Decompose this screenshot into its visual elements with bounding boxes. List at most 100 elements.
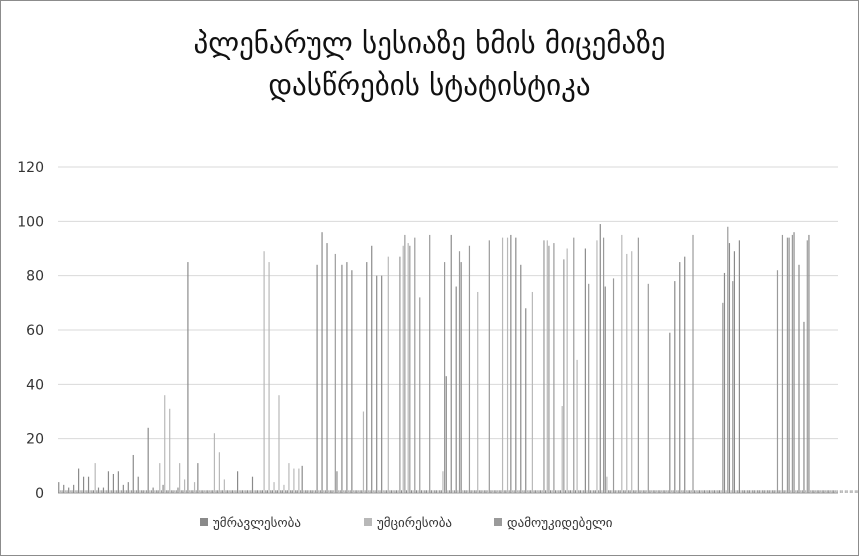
bar-series-3-cat-8 — [96, 490, 98, 493]
bar-series-3-cat-120 — [652, 490, 654, 493]
bar-series-3-cat-138 — [742, 490, 744, 493]
bar-series-1-cat-110 — [599, 224, 601, 494]
bar-series-2-cat-83 — [467, 490, 469, 493]
bar-series-2-cat-88 — [492, 490, 494, 493]
bar-series-3-cat-68 — [394, 490, 396, 493]
bar-series-2-cat-22 — [164, 395, 166, 493]
bar-series-3-cat-53 — [319, 490, 321, 493]
bar-series-3-cat-73 — [419, 297, 421, 493]
bar-series-2-cat-145 — [775, 490, 777, 493]
bar-series-3-cat-121 — [657, 490, 659, 493]
bar-series-3-cat-95 — [528, 490, 530, 493]
bar-series-2-cat-138 — [740, 490, 742, 493]
bar-series-2-cat-17 — [139, 490, 141, 493]
bar-series-1-cat-151 — [803, 321, 805, 493]
bar-series-2-cat-47 — [288, 463, 290, 493]
bar-series-1-cat-78 — [440, 490, 442, 493]
bar-series-2-cat-42 — [263, 251, 265, 493]
bar-series-2-cat-56 — [333, 490, 335, 493]
bar-series-2-cat-146 — [780, 490, 782, 493]
bar-series-1-cat-96 — [530, 490, 532, 493]
bar-series-1-cat-92 — [510, 234, 512, 494]
bar-series-1-cat-93 — [515, 237, 517, 493]
bar-series-1-cat-115 — [624, 490, 626, 493]
bar-series-1-cat-95 — [525, 308, 527, 493]
bar-series-1-cat-123 — [664, 490, 666, 493]
bar-series-1-cat-23 — [167, 490, 169, 493]
bar-series-1-cat-61 — [356, 490, 358, 493]
bar-series-3-cat-91 — [508, 490, 510, 493]
bar-series-3-cat-78 — [444, 262, 446, 493]
bar-series-3-cat-79 — [448, 490, 451, 493]
bar-series-3-cat-149 — [796, 490, 798, 493]
bar-series-2-cat-103 — [566, 248, 568, 493]
bar-series-3-cat-75 — [429, 234, 431, 494]
bar-series-3-cat-118 — [642, 490, 644, 493]
bar-series-3-cat-135 — [727, 226, 729, 493]
bar-series-3-cat-131 — [707, 490, 709, 493]
bar-series-1-cat-41 — [256, 490, 259, 493]
bar-series-1-cat-20 — [152, 487, 154, 493]
bar-series-1-cat-80 — [450, 234, 452, 494]
bar-series-1-cat-46 — [281, 490, 283, 493]
bar-series-3-cat-130 — [702, 490, 704, 493]
bar-series-2-cat-141 — [755, 490, 757, 493]
bar-series-3-cat-102 — [563, 259, 565, 493]
bar-series-1-cat-94 — [520, 264, 522, 493]
bar-series-1-cat-86 — [480, 490, 482, 493]
bar-series-1-cat-52 — [311, 490, 313, 493]
bar-series-1-cat-45 — [276, 490, 278, 493]
bar-series-1-cat-57 — [336, 471, 338, 493]
bar-series-3-cat-51 — [309, 490, 312, 493]
bar-series-3-cat-85 — [478, 490, 480, 493]
bar-series-2-cat-135 — [725, 490, 727, 493]
bar-series-2-cat-1 — [59, 490, 61, 493]
bar-series-1-cat-112 — [609, 490, 611, 493]
bar-series-2-cat-123 — [665, 490, 668, 493]
bar-series-3-cat-34 — [225, 490, 227, 493]
bar-series-2-cat-87 — [487, 490, 489, 493]
bar-series-3-cat-105 — [578, 490, 580, 493]
bar-series-1-cat-113 — [614, 490, 616, 493]
bar-series-3-cat-84 — [473, 490, 476, 493]
bar-series-1-cat-81 — [455, 286, 457, 493]
bar-series-3-cat-70 — [404, 234, 406, 494]
bar-series-1-cat-64 — [371, 245, 373, 493]
bar-series-1-cat-11 — [107, 471, 110, 493]
bar-series-1-cat-122 — [659, 490, 661, 493]
bar-series-3-cat-134 — [722, 302, 724, 493]
bar-series-3-cat-111 — [607, 490, 610, 493]
bar-series-1-cat-69 — [395, 490, 398, 493]
bar-series-3-cat-5 — [81, 490, 83, 493]
bar-series-3-cat-42 — [265, 490, 267, 493]
bar-series-2-cat-30 — [203, 490, 206, 493]
bar-series-3-cat-55 — [329, 490, 331, 493]
bar-series-2-cat-121 — [655, 490, 658, 493]
bar-series-3-cat-32 — [215, 490, 217, 493]
legend-label-1: უმრავლესობა — [213, 516, 301, 531]
bar-series-1-cat-27 — [187, 262, 189, 493]
bar-series-2-cat-58 — [342, 490, 345, 493]
bar-series-1-cat-60 — [351, 270, 353, 493]
bar-series-2-cat-140 — [750, 490, 752, 493]
bar-series-3-cat-47 — [290, 490, 292, 493]
bar-series-1-cat-117 — [634, 490, 636, 493]
bar-series-1-cat-133 — [713, 490, 716, 493]
bar-series-2-cat-101 — [556, 490, 558, 493]
bar-series-3-cat-155 — [826, 490, 828, 493]
bar-series-1-cat-53 — [316, 264, 318, 493]
bar-series-2-cat-74 — [422, 490, 424, 493]
bar-series-1-cat-91 — [505, 490, 507, 493]
bar-series-3-cat-40 — [255, 490, 257, 493]
bar-series-1-cat-5 — [78, 468, 80, 493]
bar-series-3-cat-69 — [399, 256, 401, 493]
bar-series-3-cat-153 — [816, 490, 818, 493]
bar-series-1-cat-106 — [579, 490, 581, 493]
bar-series-2-cat-55 — [328, 490, 330, 493]
bar-series-1-cat-127 — [684, 256, 686, 493]
bar-series-3-cat-122 — [662, 490, 664, 493]
bar-series-3-cat-44 — [275, 490, 277, 493]
bar-series-1-cat-44 — [271, 490, 273, 493]
bar-series-1-cat-111 — [604, 286, 606, 493]
bar-series-1-cat-50 — [301, 465, 303, 493]
